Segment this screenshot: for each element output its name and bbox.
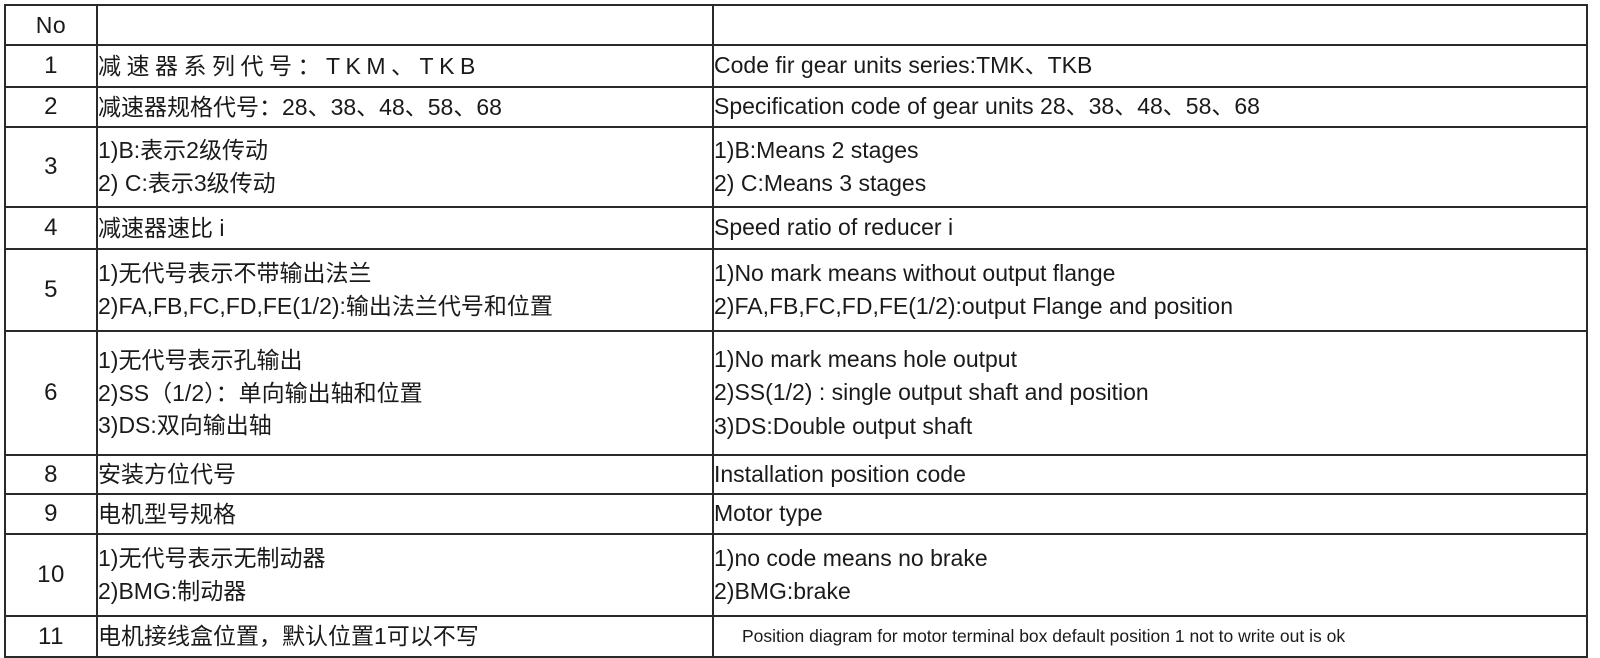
row-number: 2 — [4, 86, 98, 128]
row-description-english: Installation position code — [712, 454, 1588, 495]
row-description-chinese: 1)无代号表示不带输出法兰 2)FA,FB,FC,FD,FE(1/2):输出法兰… — [96, 248, 714, 332]
table-row: 10 1)无代号表示无制动器 2)BMG:制动器 1)no code means… — [4, 533, 1588, 617]
text-line: 3)DS:Double output shaft — [714, 412, 973, 439]
text-line: Installation position code — [714, 460, 966, 487]
row-description-chinese: 电机接线盒位置，默认位置1可以不写 — [96, 615, 714, 658]
text-line: 2)SS(1/2) : single output shaft and posi… — [714, 379, 1149, 406]
row-number: 4 — [4, 206, 98, 250]
row-number: 9 — [4, 493, 98, 535]
text-line: 1)无代号表示孔输出 — [98, 347, 303, 374]
row-number: 5 — [4, 248, 98, 332]
text-line: 2)FA,FB,FC,FD,FE(1/2):输出法兰代号和位置 — [98, 293, 553, 319]
row-description-chinese: 减速器系列代号：TKM、TKB — [96, 44, 714, 88]
row-description-english: Motor type — [712, 493, 1588, 535]
row-number: 3 — [4, 126, 98, 208]
text-line: 2) C:Means 3 stages — [714, 170, 927, 196]
column-header-chinese — [96, 4, 714, 46]
row-number: 8 — [4, 454, 98, 495]
text-line: Code fir gear units series:TMK、TKB — [714, 52, 1093, 79]
row-description-english: Position diagram for motor terminal box … — [712, 615, 1588, 658]
row-number: 6 — [4, 330, 98, 456]
table-row: 9 电机型号规格 Motor type — [4, 493, 1588, 535]
text-line: 1)No mark means without output flange — [714, 259, 1116, 286]
row-number: 10 — [4, 533, 98, 617]
row-description-english: 1)B:Means 2 stages 2) C:Means 3 stages — [712, 126, 1588, 208]
text-line: 1)无代号表示无制动器 — [98, 545, 326, 572]
column-header-english — [712, 4, 1588, 46]
table-row: 4 减速器速比 i Speed ratio of reducer i — [4, 206, 1588, 250]
table-row: 6 1)无代号表示孔输出 2)SS（1/2）：单向输出轴和位置 3)DS:双向输… — [4, 330, 1588, 456]
text-line: 安装方位代号 — [98, 461, 236, 488]
text-line: 2) C:表示3级传动 — [98, 170, 276, 196]
text-line: 电机接线盒位置，默认位置1可以不写 — [98, 623, 479, 650]
table-header-row: No — [4, 4, 1588, 46]
text-line: 减速器系列代号：TKM、TKB — [98, 52, 481, 79]
row-number: 11 — [4, 615, 98, 658]
text-line: Position diagram for motor terminal box … — [742, 625, 1346, 646]
row-description-english: 1)no code means no brake 2)BMG:brake — [712, 533, 1588, 617]
row-number: 1 — [4, 44, 98, 88]
text-line: Motor type — [714, 500, 823, 527]
row-description-english: Code fir gear units series:TMK、TKB — [712, 44, 1588, 88]
table-row: 8 安装方位代号 Installation position code — [4, 454, 1588, 495]
row-description-chinese: 1)无代号表示无制动器 2)BMG:制动器 — [96, 533, 714, 617]
text-line: 3)DS:双向输出轴 — [98, 412, 272, 439]
text-line: 1)B:Means 2 stages — [714, 136, 919, 163]
row-description-english: 1)No mark means without output flange 2)… — [712, 248, 1588, 332]
text-line: 2)SS（1/2）：单向输出轴和位置 — [98, 379, 423, 406]
text-line: 1)B:表示2级传动 — [98, 137, 268, 164]
text-line: 2)BMG:制动器 — [98, 578, 247, 604]
table-row: 5 1)无代号表示不带输出法兰 2)FA,FB,FC,FD,FE(1/2):输出… — [4, 248, 1588, 332]
row-description-chinese: 减速器规格代号：28、38、48、58、68 — [96, 86, 714, 128]
row-description-chinese: 减速器速比 i — [96, 206, 714, 250]
text-line: 减速器规格代号：28、38、48、58、68 — [98, 93, 502, 120]
text-line: 减速器速比 i — [98, 214, 225, 241]
text-line: Speed ratio of reducer i — [714, 214, 954, 241]
text-line: Specification code of gear units 28、38、4… — [714, 93, 1260, 120]
column-header-no: No — [4, 4, 98, 46]
row-description-chinese: 电机型号规格 — [96, 493, 714, 535]
model-code-legend-table: No 1 减速器系列代号：TKM、TKB Code fir gear units… — [4, 4, 1588, 658]
table-row: 2 减速器规格代号：28、38、48、58、68 Specification c… — [4, 86, 1588, 128]
table-row: 1 减速器系列代号：TKM、TKB Code fir gear units se… — [4, 44, 1588, 88]
text-line: 1)No mark means hole output — [714, 345, 1017, 372]
row-description-english: Specification code of gear units 28、38、4… — [712, 86, 1588, 128]
row-description-chinese: 安装方位代号 — [96, 454, 714, 495]
table-row: 3 1)B:表示2级传动 2) C:表示3级传动 1)B:Means 2 sta… — [4, 126, 1588, 208]
text-line: 1)no code means no brake — [714, 544, 988, 571]
row-description-english: 1)No mark means hole output 2)SS(1/2) : … — [712, 330, 1588, 456]
row-description-english: Speed ratio of reducer i — [712, 206, 1588, 250]
row-description-chinese: 1)无代号表示孔输出 2)SS（1/2）：单向输出轴和位置 3)DS:双向输出轴 — [96, 330, 714, 456]
text-line: 2)FA,FB,FC,FD,FE(1/2):output Flange and … — [714, 293, 1234, 319]
text-line: 电机型号规格 — [98, 500, 236, 527]
text-line: 2)BMG:brake — [714, 578, 851, 604]
table-row: 11 电机接线盒位置，默认位置1可以不写 Position diagram fo… — [4, 615, 1588, 658]
text-line: 1)无代号表示不带输出法兰 — [98, 260, 372, 287]
row-description-chinese: 1)B:表示2级传动 2) C:表示3级传动 — [96, 126, 714, 208]
